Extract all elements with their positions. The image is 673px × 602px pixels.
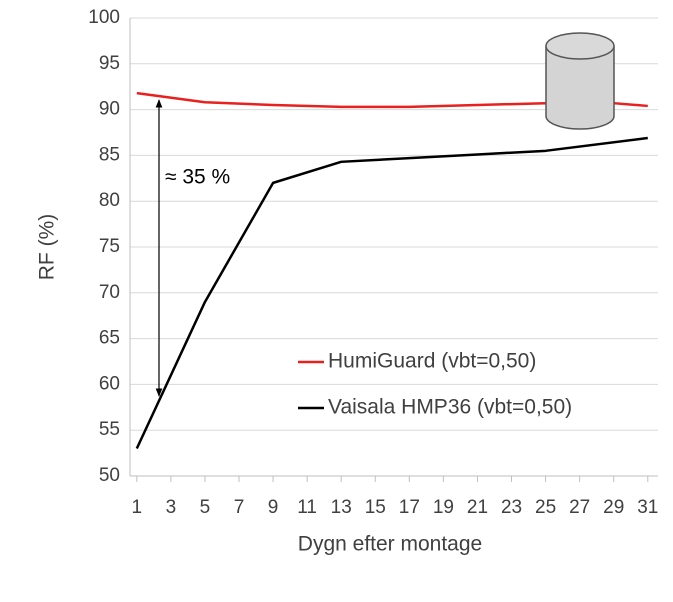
legend-label: HumiGuard (vbt=0,50) bbox=[328, 350, 536, 373]
x-tick-label: 1 bbox=[132, 497, 143, 518]
annotation: ≈ 35 % bbox=[165, 166, 230, 189]
y-tick-label: 55 bbox=[99, 419, 120, 440]
x-tick-label: 27 bbox=[569, 497, 590, 518]
y-tick-label: 80 bbox=[99, 190, 120, 211]
y-tick-label: 95 bbox=[99, 53, 120, 74]
y-tick-label: 50 bbox=[99, 465, 120, 486]
x-tick-label: 25 bbox=[535, 497, 556, 518]
x-tick-label: 3 bbox=[166, 497, 177, 518]
x-tick-label: 29 bbox=[603, 497, 624, 518]
x-tick-label: 11 bbox=[297, 497, 317, 518]
y-tick-label: 75 bbox=[99, 236, 120, 257]
x-tick-label: 15 bbox=[365, 497, 386, 518]
x-tick-label: 13 bbox=[331, 497, 352, 518]
x-tick-label: 9 bbox=[268, 497, 279, 518]
y-tick-label: 70 bbox=[99, 282, 120, 303]
y-tick-label: 60 bbox=[99, 373, 120, 394]
y-tick-label: 65 bbox=[99, 328, 120, 349]
x-tick-label: 17 bbox=[399, 497, 420, 518]
cylinder-icon bbox=[545, 32, 615, 130]
y-tick-label: 90 bbox=[99, 99, 120, 120]
x-tick-label: 19 bbox=[433, 497, 454, 518]
x-tick-label: 23 bbox=[501, 497, 522, 518]
x-axis-label: Dygn efter montage bbox=[298, 533, 482, 556]
y-tick-label: 100 bbox=[88, 7, 120, 28]
x-tick-label: 21 bbox=[467, 497, 488, 518]
y-tick-label: 85 bbox=[99, 144, 120, 165]
x-tick-label: 5 bbox=[200, 497, 211, 518]
y-axis-label: RF (%) bbox=[36, 214, 59, 281]
x-tick-label: 31 bbox=[637, 497, 658, 518]
legend-label: Vaisala HMP36 (vbt=0,50) bbox=[328, 396, 572, 419]
x-tick-label: 7 bbox=[234, 497, 245, 518]
series-line bbox=[135, 136, 648, 450]
